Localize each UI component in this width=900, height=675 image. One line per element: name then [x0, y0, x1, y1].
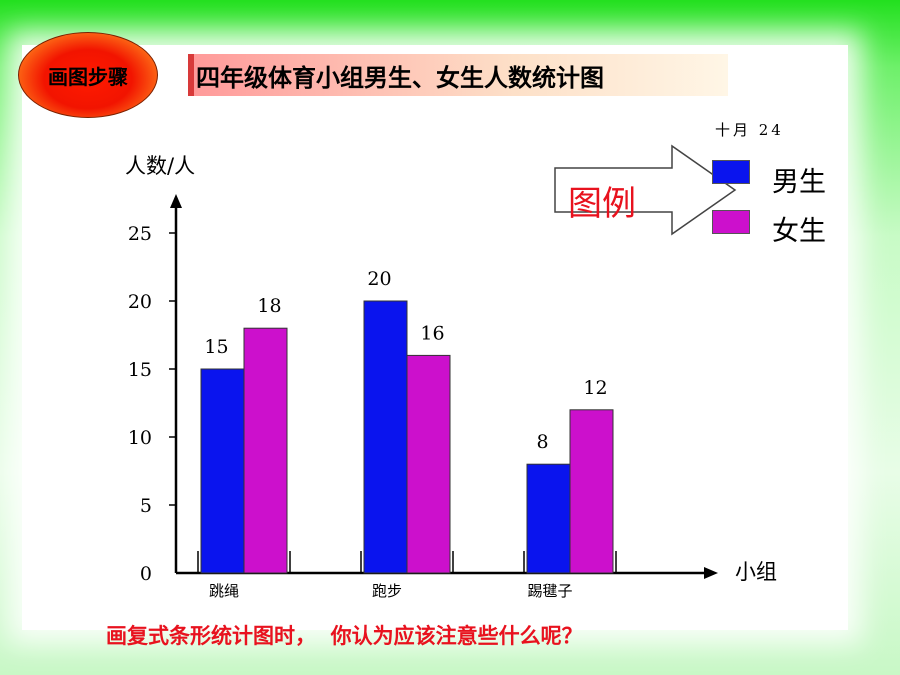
category-label: 跳绳 [209, 582, 239, 600]
category-label: 踢毽子 [527, 582, 572, 600]
y-tick-label: 5 [140, 495, 152, 517]
date-label: 十月 24 [715, 121, 784, 139]
bar-girls [569, 409, 614, 574]
bar-girls [406, 354, 451, 574]
y-tick-label: 25 [128, 223, 152, 245]
legend-swatch-boys [712, 160, 750, 184]
legend-swatch-girls [712, 210, 750, 234]
drawing-steps-button[interactable]: 画图步骤 [18, 32, 158, 118]
x-axis-arrow-icon [704, 567, 718, 579]
question-text: 画复式条形统计图时， 你认为应该注意些什么呢？ [106, 624, 583, 648]
legend-title: 图例 [568, 184, 636, 224]
y-tick-label: 15 [128, 359, 152, 381]
bar-value-label: 18 [257, 295, 281, 317]
category-label: 跑步 [372, 582, 402, 600]
y-tick-label: 10 [128, 427, 152, 449]
bar-value-label: 12 [583, 377, 607, 399]
bar-value-label: 20 [367, 268, 391, 290]
bar-boys [526, 463, 571, 574]
bar-value-label: 15 [204, 336, 228, 358]
y-axis-label: 人数/人 [125, 154, 196, 178]
legend-label-girls: 女生 [772, 216, 826, 247]
bar-girls [243, 327, 288, 574]
title-banner [188, 54, 728, 96]
y-axis-arrow-icon [170, 194, 182, 208]
y-tick-label: 0 [140, 563, 152, 585]
chart-title: 四年级体育小组男生、女生人数统计图 [196, 64, 604, 92]
drawing-steps-label: 画图步骤 [48, 64, 128, 89]
x-axis-label: 小组 [735, 560, 777, 584]
bar-boys [363, 300, 408, 574]
y-tick-label: 20 [128, 291, 152, 313]
bar-value-label: 16 [420, 322, 444, 344]
legend-label-boys: 男生 [772, 167, 826, 198]
bar-boys [200, 368, 245, 574]
bar-value-label: 8 [536, 431, 548, 453]
legend-arrow-icon [554, 144, 737, 236]
